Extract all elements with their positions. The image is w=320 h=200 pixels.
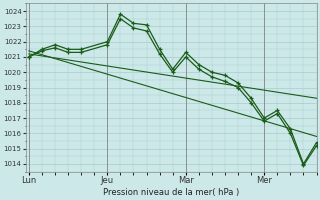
X-axis label: Pression niveau de la mer( hPa ): Pression niveau de la mer( hPa ) bbox=[103, 188, 239, 197]
